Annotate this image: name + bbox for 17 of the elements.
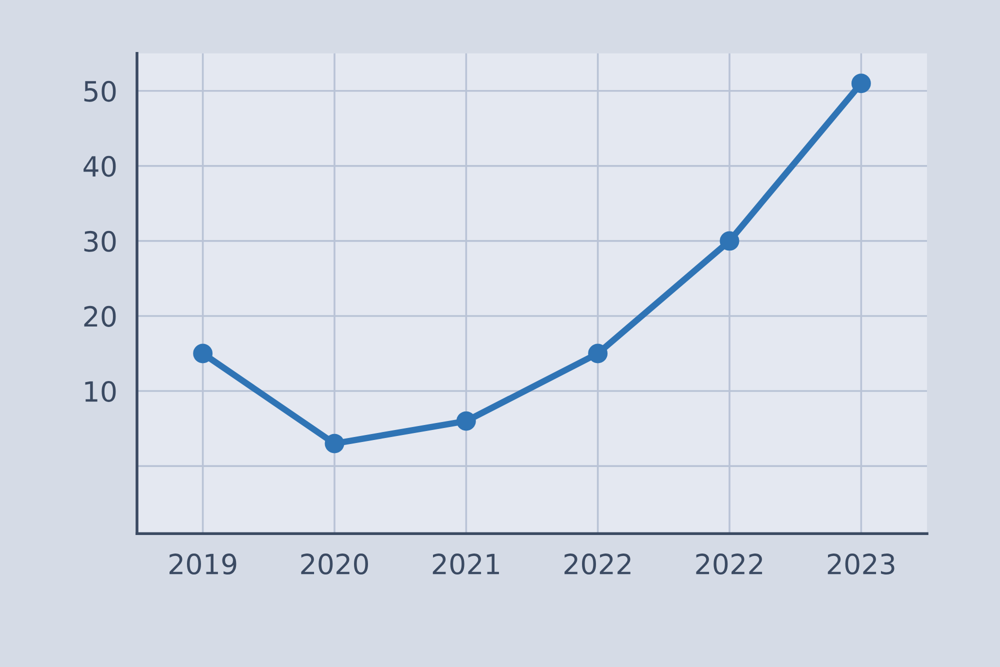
point <box>851 74 871 94</box>
point <box>324 434 344 454</box>
y-tick-label: 20 <box>84 306 116 327</box>
x-tick-label: 2019 <box>170 554 236 575</box>
x-tick-label: 2022 <box>564 554 630 575</box>
y-tick-label: 50 <box>84 80 116 102</box>
y-tick-label: 40 <box>84 156 116 177</box>
y-tick-label: 10 <box>85 380 116 402</box>
x-tick-label: 2020 <box>301 554 368 575</box>
point <box>720 231 740 251</box>
y-tick-label: 30 <box>84 230 116 252</box>
point <box>456 411 476 431</box>
x-tick-label: 2023 <box>828 554 894 575</box>
point <box>588 344 608 364</box>
x-tick-label: 2021 <box>432 554 499 575</box>
x-tick-label: 2022 <box>696 554 762 575</box>
point <box>193 344 213 364</box>
